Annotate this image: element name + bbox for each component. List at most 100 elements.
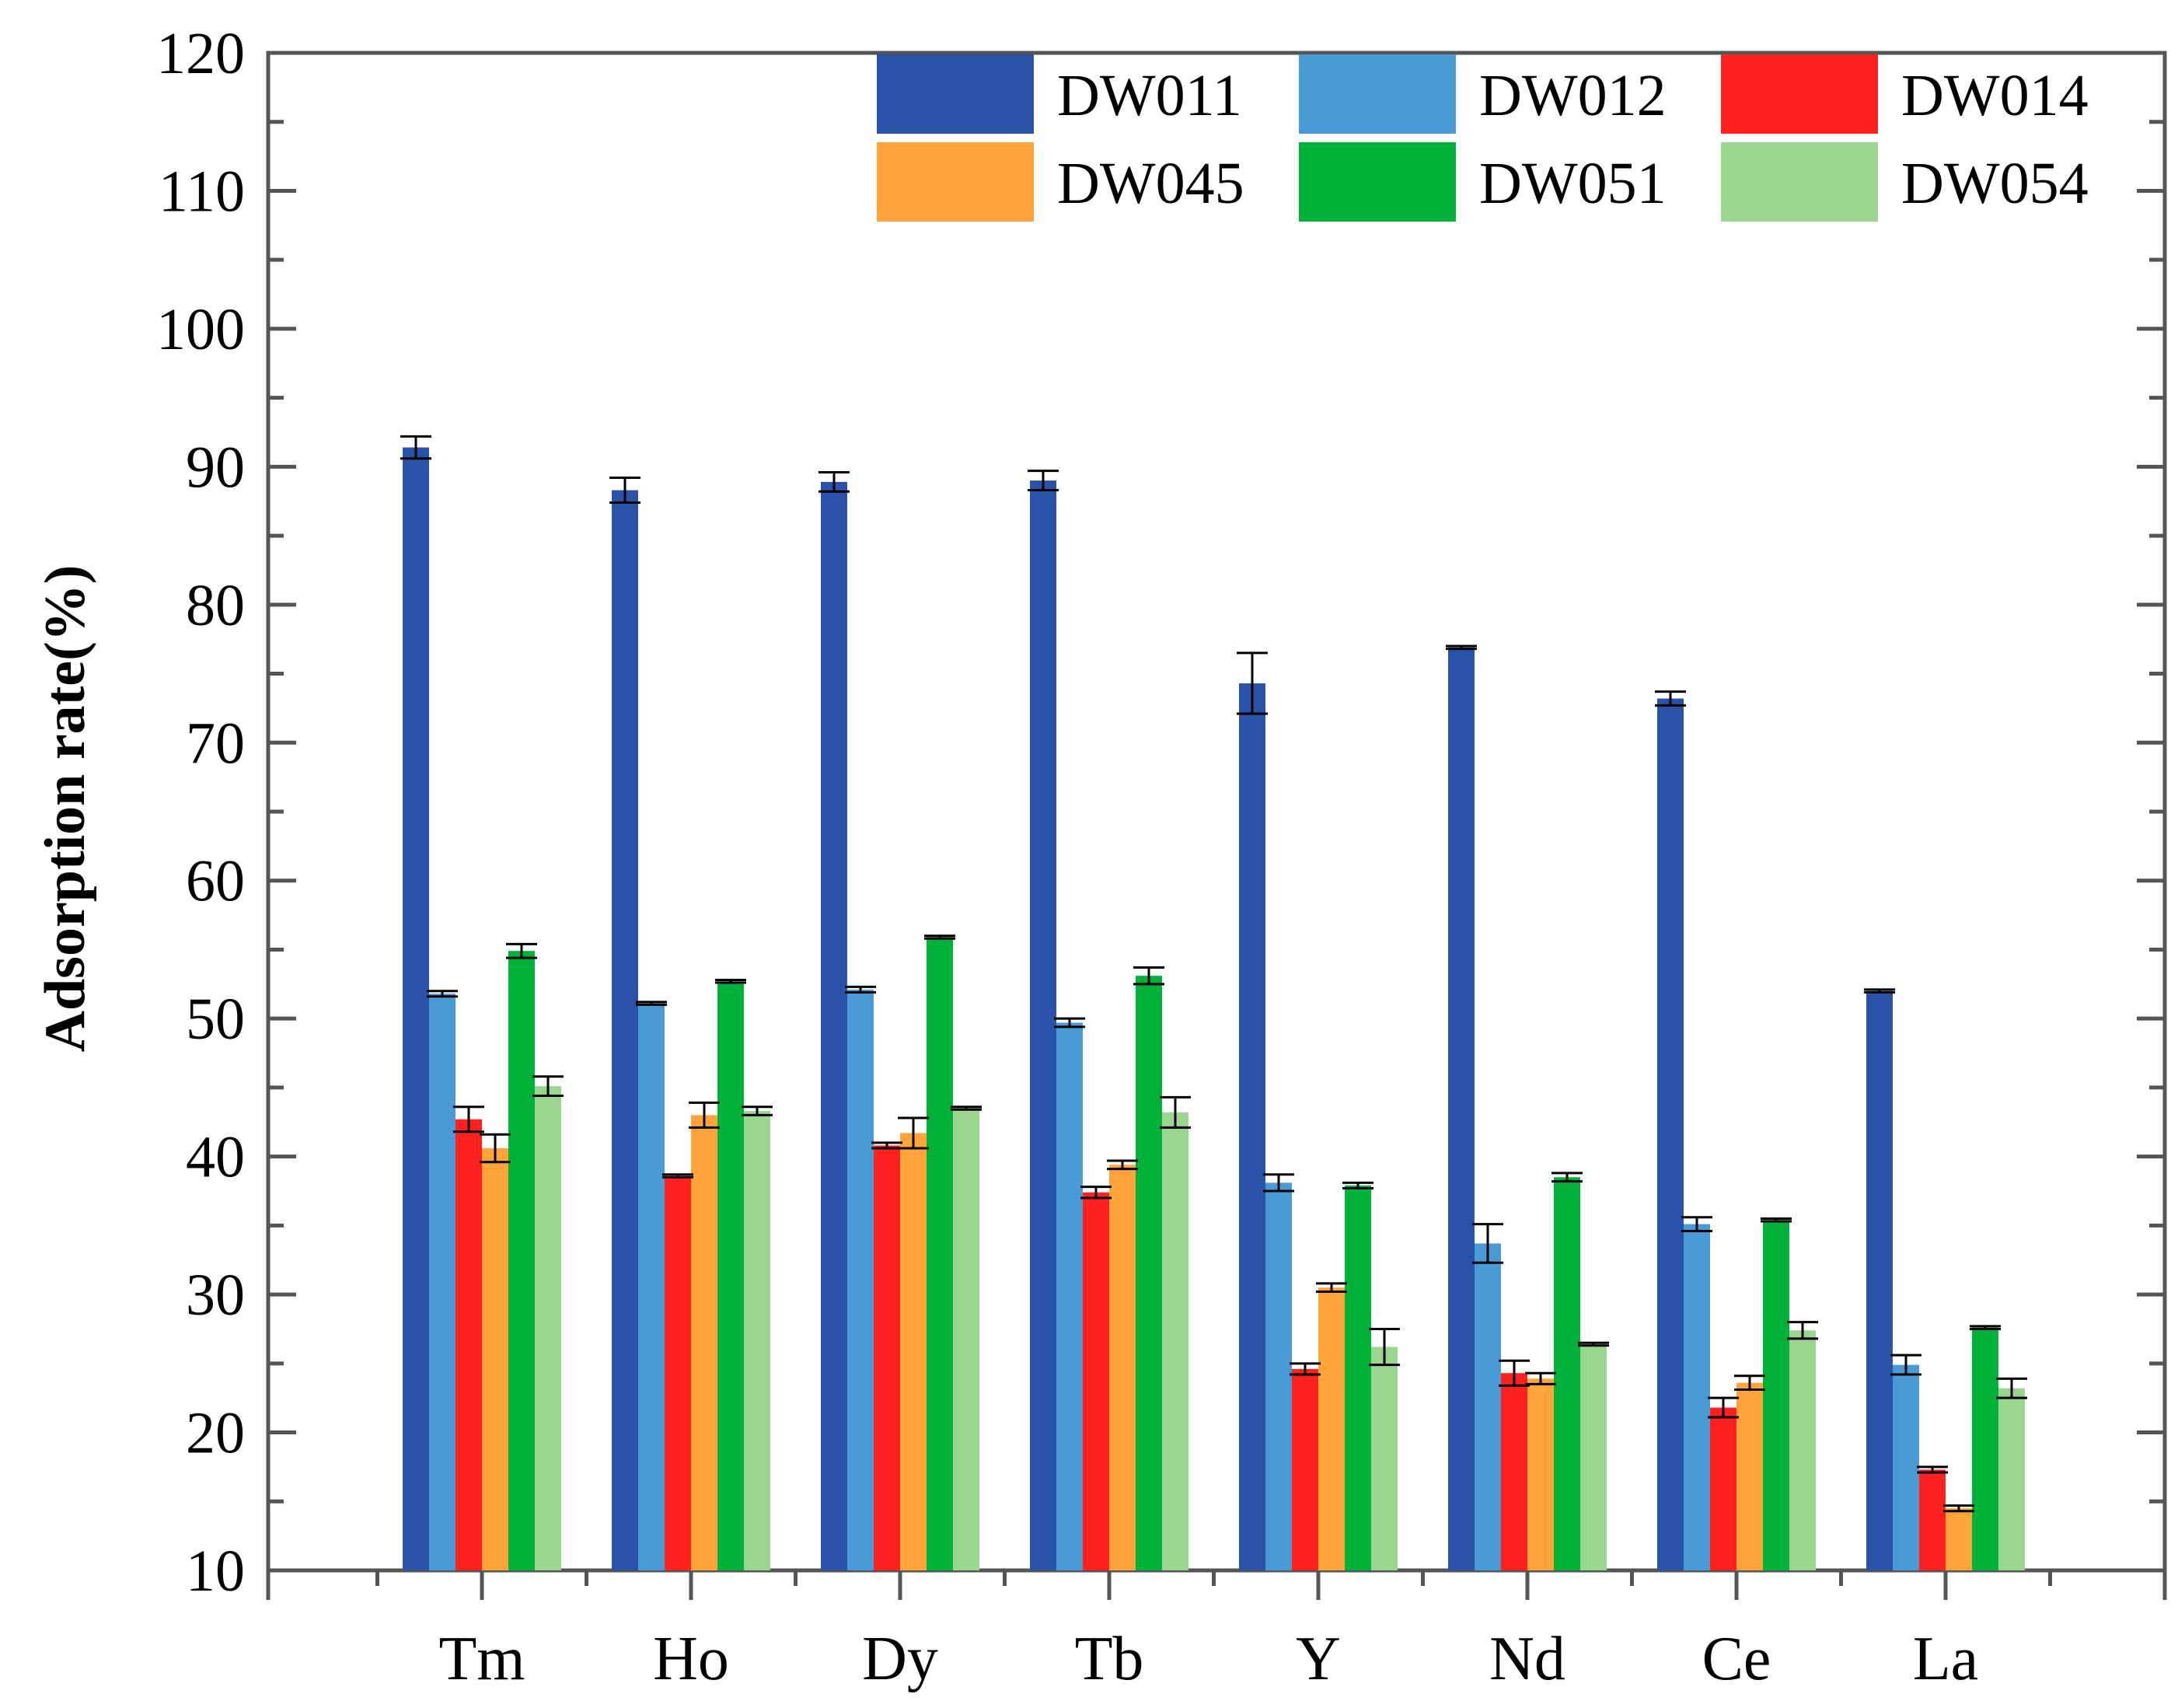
bar-DW012-Dy	[847, 989, 874, 1570]
error-bar-DW051-Nd	[1551, 1172, 1583, 1183]
bar-DW014-Ho	[665, 1175, 691, 1570]
bar-DW051-Tm	[508, 951, 535, 1570]
error-bar-DW011-Tb	[1028, 470, 1059, 492]
bar-DW011-Nd	[1448, 647, 1475, 1570]
bar-DW014-Tm	[455, 1119, 482, 1570]
legend-label: DW012	[1479, 63, 1667, 128]
error-bar-DW054-Dy	[951, 1105, 982, 1111]
y-tick-label: 80	[186, 573, 245, 638]
bar-DW051-La	[1972, 1327, 1998, 1570]
bar-DW051-Tb	[1136, 976, 1162, 1570]
error-bar-DW012-Nd	[1472, 1223, 1503, 1264]
bar-DW054-Tm	[535, 1086, 561, 1570]
legend-swatch	[877, 142, 1034, 222]
error-bar-DW011-Nd	[1446, 644, 1477, 651]
error-bar-DW045-Y	[1316, 1282, 1347, 1294]
error-bar-DW011-Tm	[400, 435, 431, 460]
bar-DW045-Dy	[900, 1133, 927, 1570]
error-bar-DW054-Y	[1369, 1327, 1400, 1367]
error-bar-DW054-Nd	[1578, 1341, 1609, 1347]
bar-DW011-Ce	[1657, 698, 1684, 1570]
error-bar-DW014-Tm	[453, 1105, 484, 1133]
series-DW045	[482, 1115, 1972, 1570]
bar-DW045-Ho	[691, 1115, 717, 1570]
legend-swatch	[1299, 142, 1456, 222]
error-bar-DW051-Tb	[1133, 966, 1164, 986]
y-tick-label: 30	[186, 1263, 245, 1328]
bar-DW014-La	[1919, 1469, 1946, 1570]
legend-swatch	[877, 54, 1034, 134]
bar-DW012-Ce	[1684, 1224, 1710, 1570]
bar-DW054-La	[1998, 1388, 2025, 1570]
legend-item-DW054: DW054	[1721, 142, 2089, 222]
error-bar-DW011-Ho	[609, 477, 640, 505]
bar-DW054-Ho	[744, 1111, 770, 1570]
series-DW054	[535, 1086, 2025, 1570]
x-tick-label: Ho	[653, 1625, 729, 1693]
error-bar-DW051-La	[1970, 1325, 2001, 1330]
bar-DW045-Tb	[1109, 1165, 1136, 1570]
bar-DW051-Dy	[927, 937, 953, 1570]
bar-DW051-Ce	[1763, 1220, 1789, 1570]
error-bar-DW012-Ce	[1681, 1216, 1712, 1232]
bar-DW012-Ho	[638, 1003, 665, 1570]
bar-DW012-La	[1893, 1364, 1919, 1570]
error-bar-DW054-Ho	[742, 1105, 773, 1116]
error-bar-DW012-Tb	[1054, 1017, 1085, 1029]
error-bar-DW045-Nd	[1525, 1371, 1556, 1385]
legend-label: DW011	[1057, 63, 1242, 128]
error-bar-DW045-Tb	[1107, 1159, 1138, 1171]
legend-label: DW014	[1901, 63, 2089, 128]
error-bar-DW012-Y	[1263, 1173, 1294, 1193]
error-bar-DW012-Tm	[427, 990, 458, 998]
legend-item-DW045: DW045	[877, 142, 1244, 222]
y-tick-label: 50	[186, 987, 245, 1052]
error-bar-DW045-Ce	[1734, 1374, 1765, 1392]
error-bar-DW045-Tm	[480, 1133, 511, 1164]
bars-layer	[403, 447, 2025, 1571]
x-tick-label: Tm	[438, 1625, 525, 1693]
error-bar-DW051-Ho	[715, 978, 746, 984]
error-bar-DW014-La	[1917, 1465, 1948, 1474]
y-tick-label: 100	[156, 297, 245, 362]
y-axis-label: Adsorption rate(%)	[33, 565, 97, 1053]
error-bar-DW045-Ho	[689, 1101, 720, 1129]
error-bar-DW014-Ho	[662, 1173, 693, 1179]
bar-DW051-Ho	[717, 981, 744, 1570]
legend-swatch	[1721, 54, 1878, 134]
bar-DW054-Dy	[953, 1108, 979, 1570]
error-bar-DW014-Tb	[1080, 1186, 1112, 1200]
error-bar-DW014-Ce	[1708, 1396, 1739, 1419]
x-tick-label: Nd	[1489, 1625, 1565, 1693]
x-tick-label: Tb	[1075, 1625, 1144, 1693]
legend-label: DW051	[1479, 151, 1667, 216]
legend-swatch	[1299, 54, 1456, 134]
bar-DW014-Tb	[1083, 1192, 1109, 1570]
bar-DW012-Nd	[1475, 1243, 1501, 1570]
legend-item-DW011: DW011	[877, 54, 1242, 134]
bar-DW045-Y	[1318, 1287, 1345, 1570]
bar-DW014-Y	[1292, 1368, 1318, 1570]
error-bar-DW051-Ce	[1761, 1217, 1792, 1223]
y-tick-label: 60	[186, 849, 245, 914]
error-bar-DW011-Y	[1237, 651, 1268, 715]
bar-DW045-Ce	[1736, 1382, 1763, 1570]
series-DW011	[403, 447, 1893, 1571]
legend-item-DW051: DW051	[1299, 142, 1667, 222]
error-bar-DW051-Dy	[924, 934, 955, 940]
error-bar-DW045-Dy	[898, 1116, 929, 1150]
bar-DW054-Tb	[1162, 1112, 1188, 1570]
bar-DW045-Nd	[1527, 1378, 1554, 1570]
bar-DW011-Tm	[403, 447, 429, 1570]
bar-DW011-Ho	[612, 490, 638, 1570]
bar-DW014-Nd	[1501, 1373, 1527, 1570]
error-bar-DW012-La	[1890, 1353, 1921, 1376]
series-DW012	[429, 989, 1919, 1570]
bar-DW045-La	[1946, 1508, 1972, 1570]
error-bar-DW012-Ho	[636, 1001, 667, 1006]
bar-DW051-Nd	[1554, 1177, 1580, 1570]
bar-DW014-Dy	[874, 1145, 900, 1570]
bar-DW051-Y	[1345, 1185, 1371, 1570]
legend-item-DW012: DW012	[1299, 54, 1667, 134]
